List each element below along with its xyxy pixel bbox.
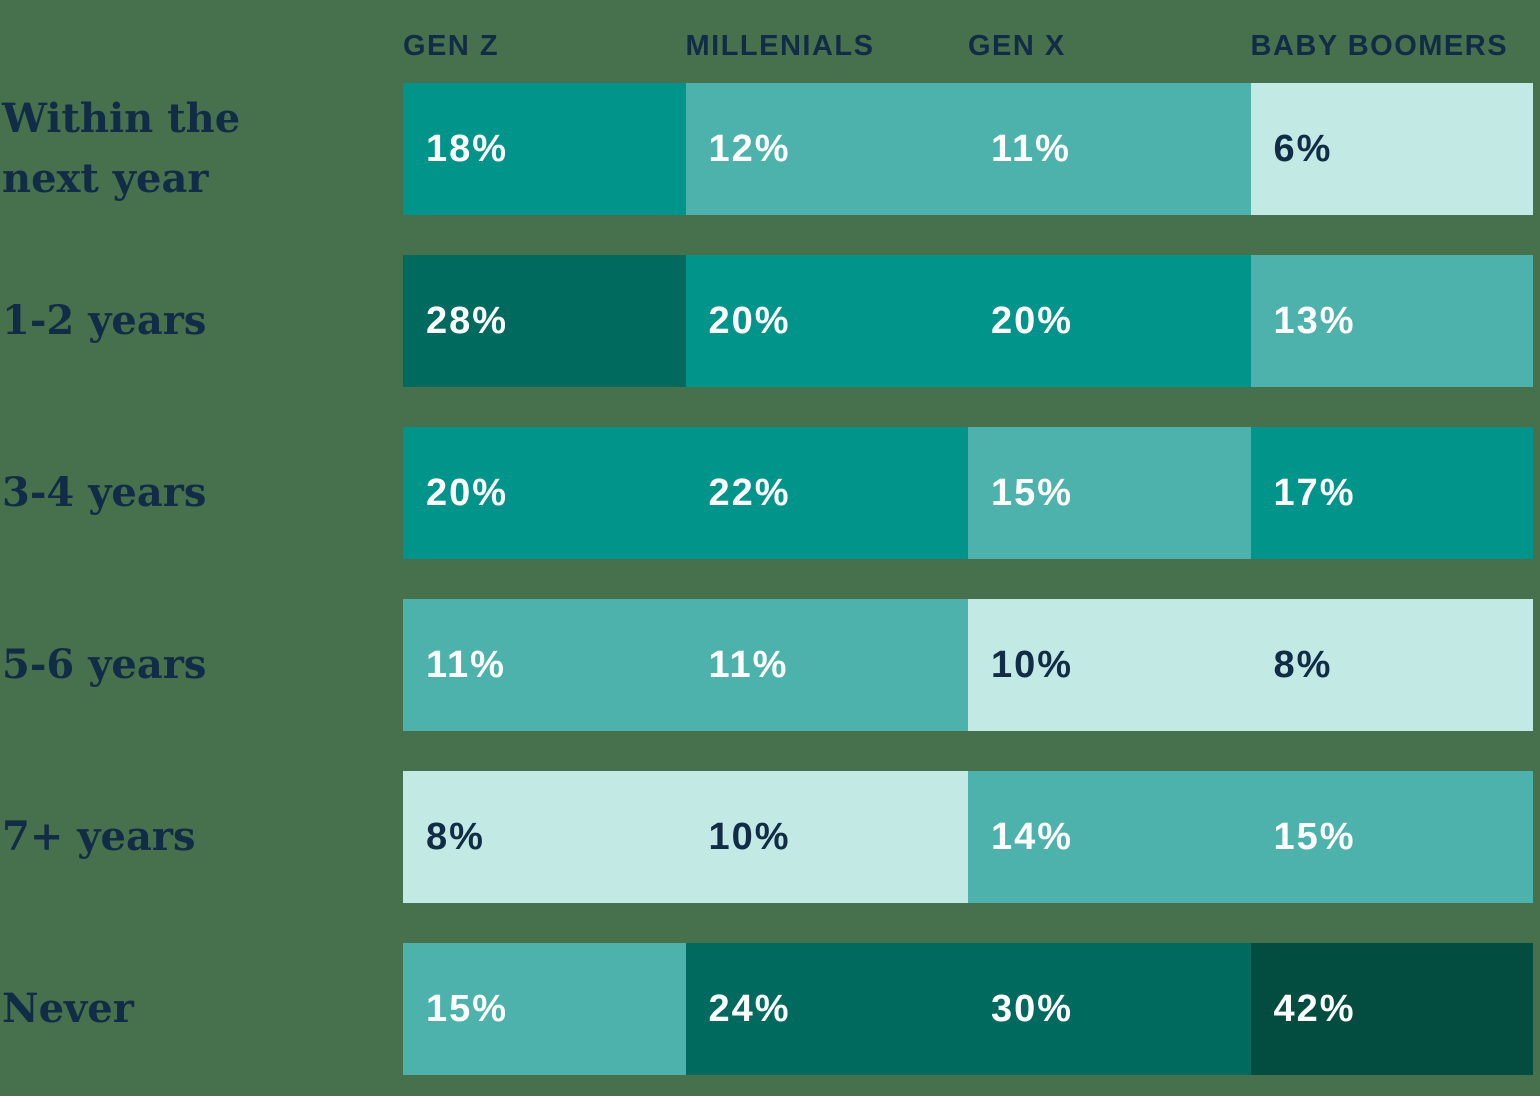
heatmap-cell: 24%: [685, 943, 968, 1075]
column-headers: GEN Z MILLENIALS GEN X BABY BOOMERS: [0, 0, 1533, 83]
row-label: 7+ years: [2, 813, 196, 860]
heatmap-cell: 20%: [685, 255, 968, 387]
row-7-plus-years: 7+ years 8% 10% 14% 15%: [0, 771, 1533, 903]
heatmap-cell: 22%: [685, 427, 968, 559]
row-1-2-years: 1-2 years 28% 20% 20% 13%: [0, 255, 1533, 387]
row-5-6-years: 5-6 years 11% 11% 10% 8%: [0, 599, 1533, 731]
heatmap-cell: 11%: [685, 599, 968, 731]
row-label: 1-2 years: [2, 297, 207, 344]
heatmap-cell: 10%: [968, 599, 1251, 731]
column-header-gen-z: GEN Z: [403, 30, 500, 62]
heatmap-cell: 11%: [968, 83, 1251, 215]
column-header-gen-x: GEN X: [968, 30, 1066, 62]
heatmap-cell: 30%: [968, 943, 1251, 1075]
heatmap-cell: 15%: [403, 943, 686, 1075]
heatmap-cell: 10%: [685, 771, 968, 903]
heatmap-cell: 15%: [1250, 771, 1533, 903]
heatmap-cell: 15%: [968, 427, 1251, 559]
column-header-millenials: MILLENIALS: [685, 30, 875, 62]
row-label: Never: [2, 985, 134, 1032]
heatmap-cell: 11%: [403, 599, 686, 731]
row-never: Never 15% 24% 30% 42%: [0, 943, 1533, 1075]
heatmap-cell: 20%: [968, 255, 1251, 387]
row-label: Within the next year: [2, 95, 241, 202]
column-header-baby-boomers: BABY BOOMERS: [1250, 30, 1509, 62]
heatmap-cell: 8%: [403, 771, 686, 903]
heatmap-cell: 8%: [1250, 599, 1533, 731]
row-label: 3-4 years: [2, 469, 207, 516]
heatmap-cell: 13%: [1250, 255, 1533, 387]
heatmap-cell: 12%: [685, 83, 968, 215]
heatmap-cell: 28%: [403, 255, 686, 387]
heatmap-cell: 17%: [1250, 427, 1533, 559]
heatmap-rows: Within the next year 18% 12% 11% 6% 1-2 …: [0, 83, 1533, 1075]
row-3-4-years: 3-4 years 20% 22% 15% 17%: [0, 427, 1533, 559]
heatmap-cell: 42%: [1250, 943, 1533, 1075]
row-within-next-year: Within the next year 18% 12% 11% 6%: [0, 83, 1533, 215]
heatmap-cell: 14%: [968, 771, 1251, 903]
heatmap-cell: 18%: [403, 83, 686, 215]
heatmap-cell: 6%: [1250, 83, 1533, 215]
row-label: 5-6 years: [2, 641, 207, 688]
heatmap-cell: 20%: [403, 427, 686, 559]
